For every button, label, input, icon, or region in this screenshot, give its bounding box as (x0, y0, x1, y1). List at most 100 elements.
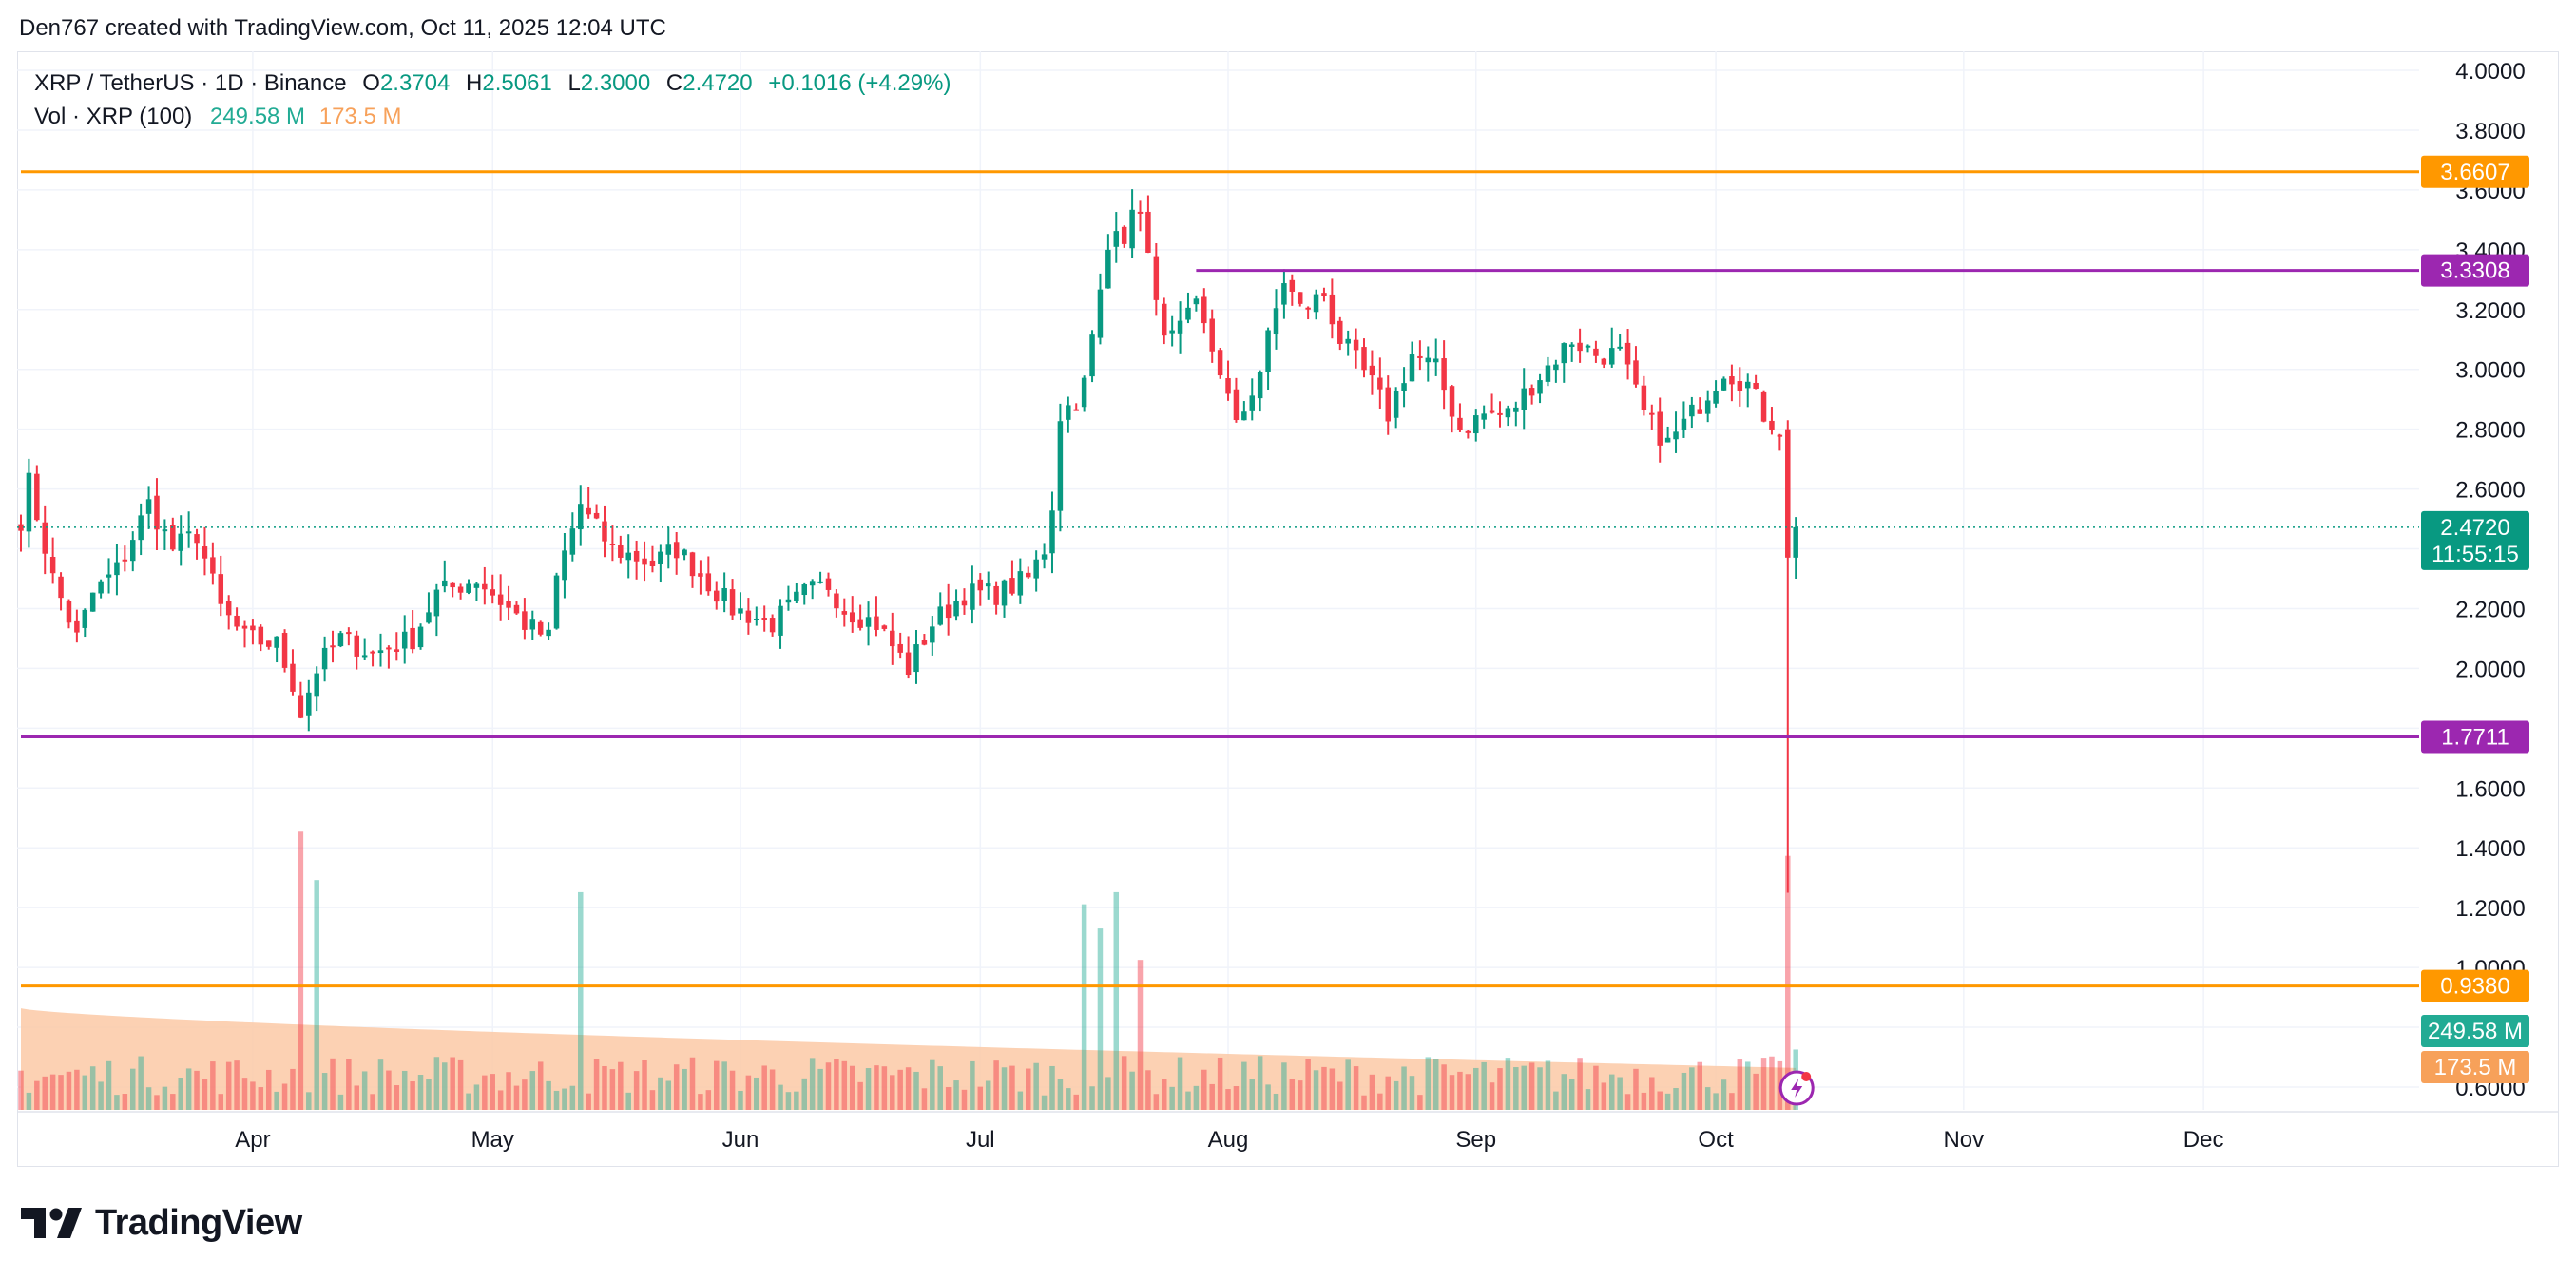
volume-bar (513, 1085, 520, 1110)
volume-bar (1568, 1079, 1575, 1110)
symbol-name[interactable]: XRP / TetherUS · 1D · Binance (34, 70, 347, 96)
candle-body (1329, 294, 1336, 325)
candle-body (970, 583, 975, 610)
volume-bar (473, 1084, 480, 1110)
volume-bar (689, 1057, 696, 1110)
candle-body (1681, 418, 1687, 430)
volume-bar (1137, 960, 1144, 1110)
volume-bar (1641, 1092, 1647, 1110)
candle-body (1657, 411, 1663, 446)
volume-bar (18, 1070, 24, 1110)
candle-body (1313, 294, 1319, 313)
candle-body (1041, 554, 1048, 560)
volume-bar (1393, 1080, 1399, 1110)
volume-bar (1281, 1062, 1287, 1110)
candle-body (1209, 318, 1215, 352)
volume-bar (913, 1071, 919, 1110)
volume-bar (1105, 1077, 1111, 1110)
tradingview-logo[interactable]: TradingView (21, 1199, 302, 1247)
candle-body (1673, 431, 1679, 440)
volume-bar (1673, 1088, 1679, 1110)
y-axis-tick-label: 1.2000 (2455, 896, 2525, 922)
volume-bar (138, 1056, 144, 1110)
candle-body (130, 540, 136, 562)
candle-body (401, 631, 408, 649)
tradingview-logo-icon (21, 1208, 82, 1238)
volume-bar (553, 1090, 560, 1110)
candle-body (1193, 298, 1200, 305)
volume-bar (1121, 1056, 1127, 1110)
last-price-badge-background (2421, 510, 2529, 570)
volume-bar (346, 1059, 352, 1110)
volume-bar (1593, 1065, 1599, 1110)
volume-ma-area (21, 1008, 1797, 1110)
candle-body (1441, 358, 1447, 391)
volume-bar (754, 1077, 759, 1110)
volume-bar (170, 1094, 176, 1110)
volume-bar (1305, 1059, 1311, 1110)
volume-indicator-label[interactable]: Vol · XRP (100) (34, 104, 193, 129)
candle-body (658, 551, 663, 564)
candle-body (1066, 405, 1071, 420)
candle-body (1545, 365, 1551, 382)
volume-bar (985, 1080, 991, 1110)
candle-body (1257, 372, 1263, 399)
candle-body (265, 640, 272, 647)
candle-body (98, 581, 104, 594)
candle-body (1713, 391, 1719, 404)
volume-bar (241, 1078, 248, 1110)
candle-body (162, 529, 168, 532)
volume-bar (625, 1092, 631, 1110)
candle-body (361, 655, 368, 658)
volume-bar (778, 1084, 783, 1110)
candle-body (881, 625, 888, 629)
candle-body (1641, 385, 1647, 410)
volume-bar (1329, 1068, 1336, 1110)
volume-bar (546, 1080, 551, 1110)
x-axis-tick-label: Aug (1208, 1127, 1249, 1153)
candle-body (937, 606, 943, 625)
volume-ma-badge-background (2421, 1051, 2529, 1083)
volume-bar (698, 1094, 703, 1110)
candle-body (945, 604, 952, 619)
volume-bar (1377, 1093, 1383, 1110)
volume-bar (194, 1070, 200, 1110)
candle-body (801, 584, 808, 596)
volume-bar (673, 1064, 680, 1110)
candle-body (1785, 429, 1791, 558)
candle-body (225, 601, 232, 616)
volume-bar (426, 1079, 432, 1110)
candle-body (194, 534, 200, 544)
volume-bar (298, 831, 304, 1110)
candle-body (745, 610, 752, 623)
candle-body (1185, 307, 1191, 320)
volume-bar (234, 1060, 240, 1110)
candle-body (825, 578, 832, 590)
candle-body (625, 552, 631, 561)
candle-body (89, 592, 96, 612)
volume-bar (1537, 1067, 1543, 1110)
candle-body (977, 579, 984, 591)
candle-body (26, 472, 32, 532)
candle-body (1305, 307, 1311, 310)
candle-body (1169, 330, 1175, 334)
volume-bar (1545, 1060, 1551, 1110)
candle-body (281, 632, 288, 668)
volume-bar (130, 1068, 136, 1110)
candle-body (778, 605, 783, 636)
candle-body (897, 643, 903, 653)
volume-bar (1233, 1086, 1240, 1110)
volume-bar (1017, 1091, 1024, 1110)
level-price-badge-label: 3.3308 (2440, 258, 2509, 284)
candle-body (1026, 572, 1031, 578)
candle-body (689, 552, 696, 577)
volume-bar (529, 1071, 536, 1110)
candle-body (1497, 412, 1503, 415)
candle-body (1633, 360, 1639, 385)
event-dot-icon (1801, 1072, 1812, 1081)
candle-body (1177, 320, 1183, 334)
candle-body (337, 633, 344, 647)
volume-bar (1265, 1084, 1271, 1110)
volume-bar (210, 1061, 216, 1110)
